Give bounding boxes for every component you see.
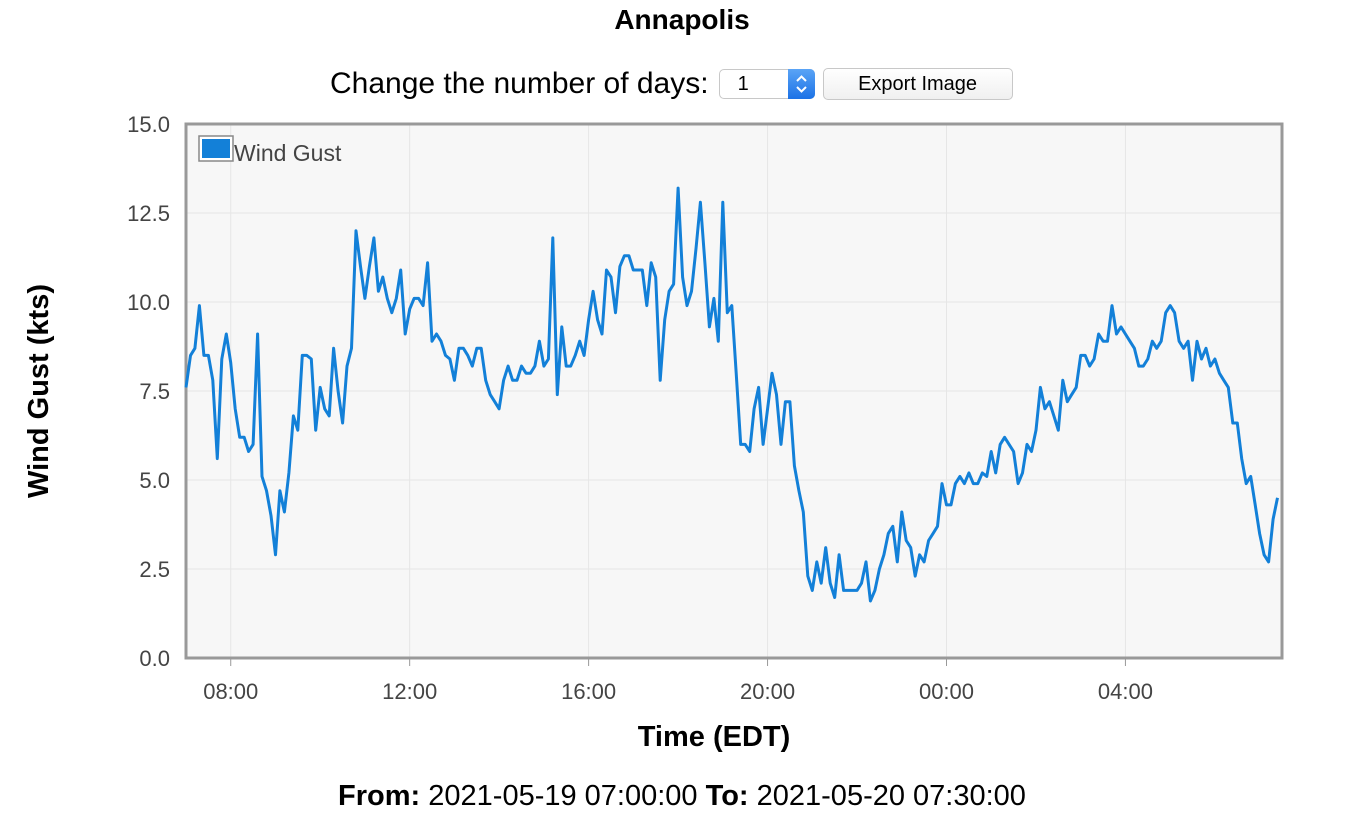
plot-border bbox=[184, 122, 1284, 660]
wind-gust-chart: 0.0 2.5 5.0 7.5 10.0 12.5 15.0 08:00 12:00 16:00… bbox=[23, 112, 1284, 753]
stepper-icon[interactable] bbox=[787, 69, 815, 99]
y-tick-label: 15.0 bbox=[127, 112, 170, 137]
days-select[interactable]: 1 bbox=[718, 69, 815, 99]
days-label: Change the number of days: bbox=[330, 67, 709, 100]
legend-swatch bbox=[202, 139, 230, 158]
y-tick-label: 10.0 bbox=[127, 290, 170, 315]
page-title: Annapolis bbox=[614, 4, 750, 35]
y-tick-label: 5.0 bbox=[139, 468, 170, 493]
x-tick-label: 04:00 bbox=[1098, 679, 1153, 704]
x-axis: 08:00 12:00 16:00 20:00 00:00 04:00 bbox=[203, 658, 1153, 704]
y-tick-label: 7.5 bbox=[139, 379, 170, 404]
legend: Wind Gust bbox=[198, 135, 342, 166]
series-line-wind-gust bbox=[184, 186, 1279, 603]
x-tick-label: 20:00 bbox=[740, 679, 795, 704]
y-axis: 0.0 2.5 5.0 7.5 10.0 12.5 15.0 bbox=[127, 112, 170, 671]
y-tick-label: 2.5 bbox=[139, 557, 170, 582]
date-range: From: 2021-05-19 07:00:00 To: 2021-05-20… bbox=[0, 780, 1364, 813]
y-tick-label: 0.0 bbox=[139, 646, 170, 671]
to-label: To: bbox=[705, 780, 749, 812]
export-image-button[interactable]: Export Image bbox=[822, 68, 1013, 100]
y-tick-label: 12.5 bbox=[127, 201, 170, 226]
legend-label: Wind Gust bbox=[234, 140, 342, 166]
from-value: 2021-05-19 07:00:00 bbox=[428, 780, 698, 812]
x-tick-label: 00:00 bbox=[919, 679, 974, 704]
controls-bar: Change the number of days: 1 Export Imag… bbox=[330, 66, 1013, 102]
x-tick-label: 16:00 bbox=[561, 679, 616, 704]
from-label: From: bbox=[338, 780, 421, 812]
to-value: 2021-05-20 07:30:00 bbox=[756, 780, 1026, 812]
days-value: 1 bbox=[737, 72, 749, 95]
x-axis-label: Time (EDT) bbox=[638, 721, 791, 753]
y-axis-label: Wind Gust (kts) bbox=[23, 284, 55, 498]
x-tick-label: 12:00 bbox=[382, 679, 437, 704]
x-tick-label: 08:00 bbox=[203, 679, 258, 704]
